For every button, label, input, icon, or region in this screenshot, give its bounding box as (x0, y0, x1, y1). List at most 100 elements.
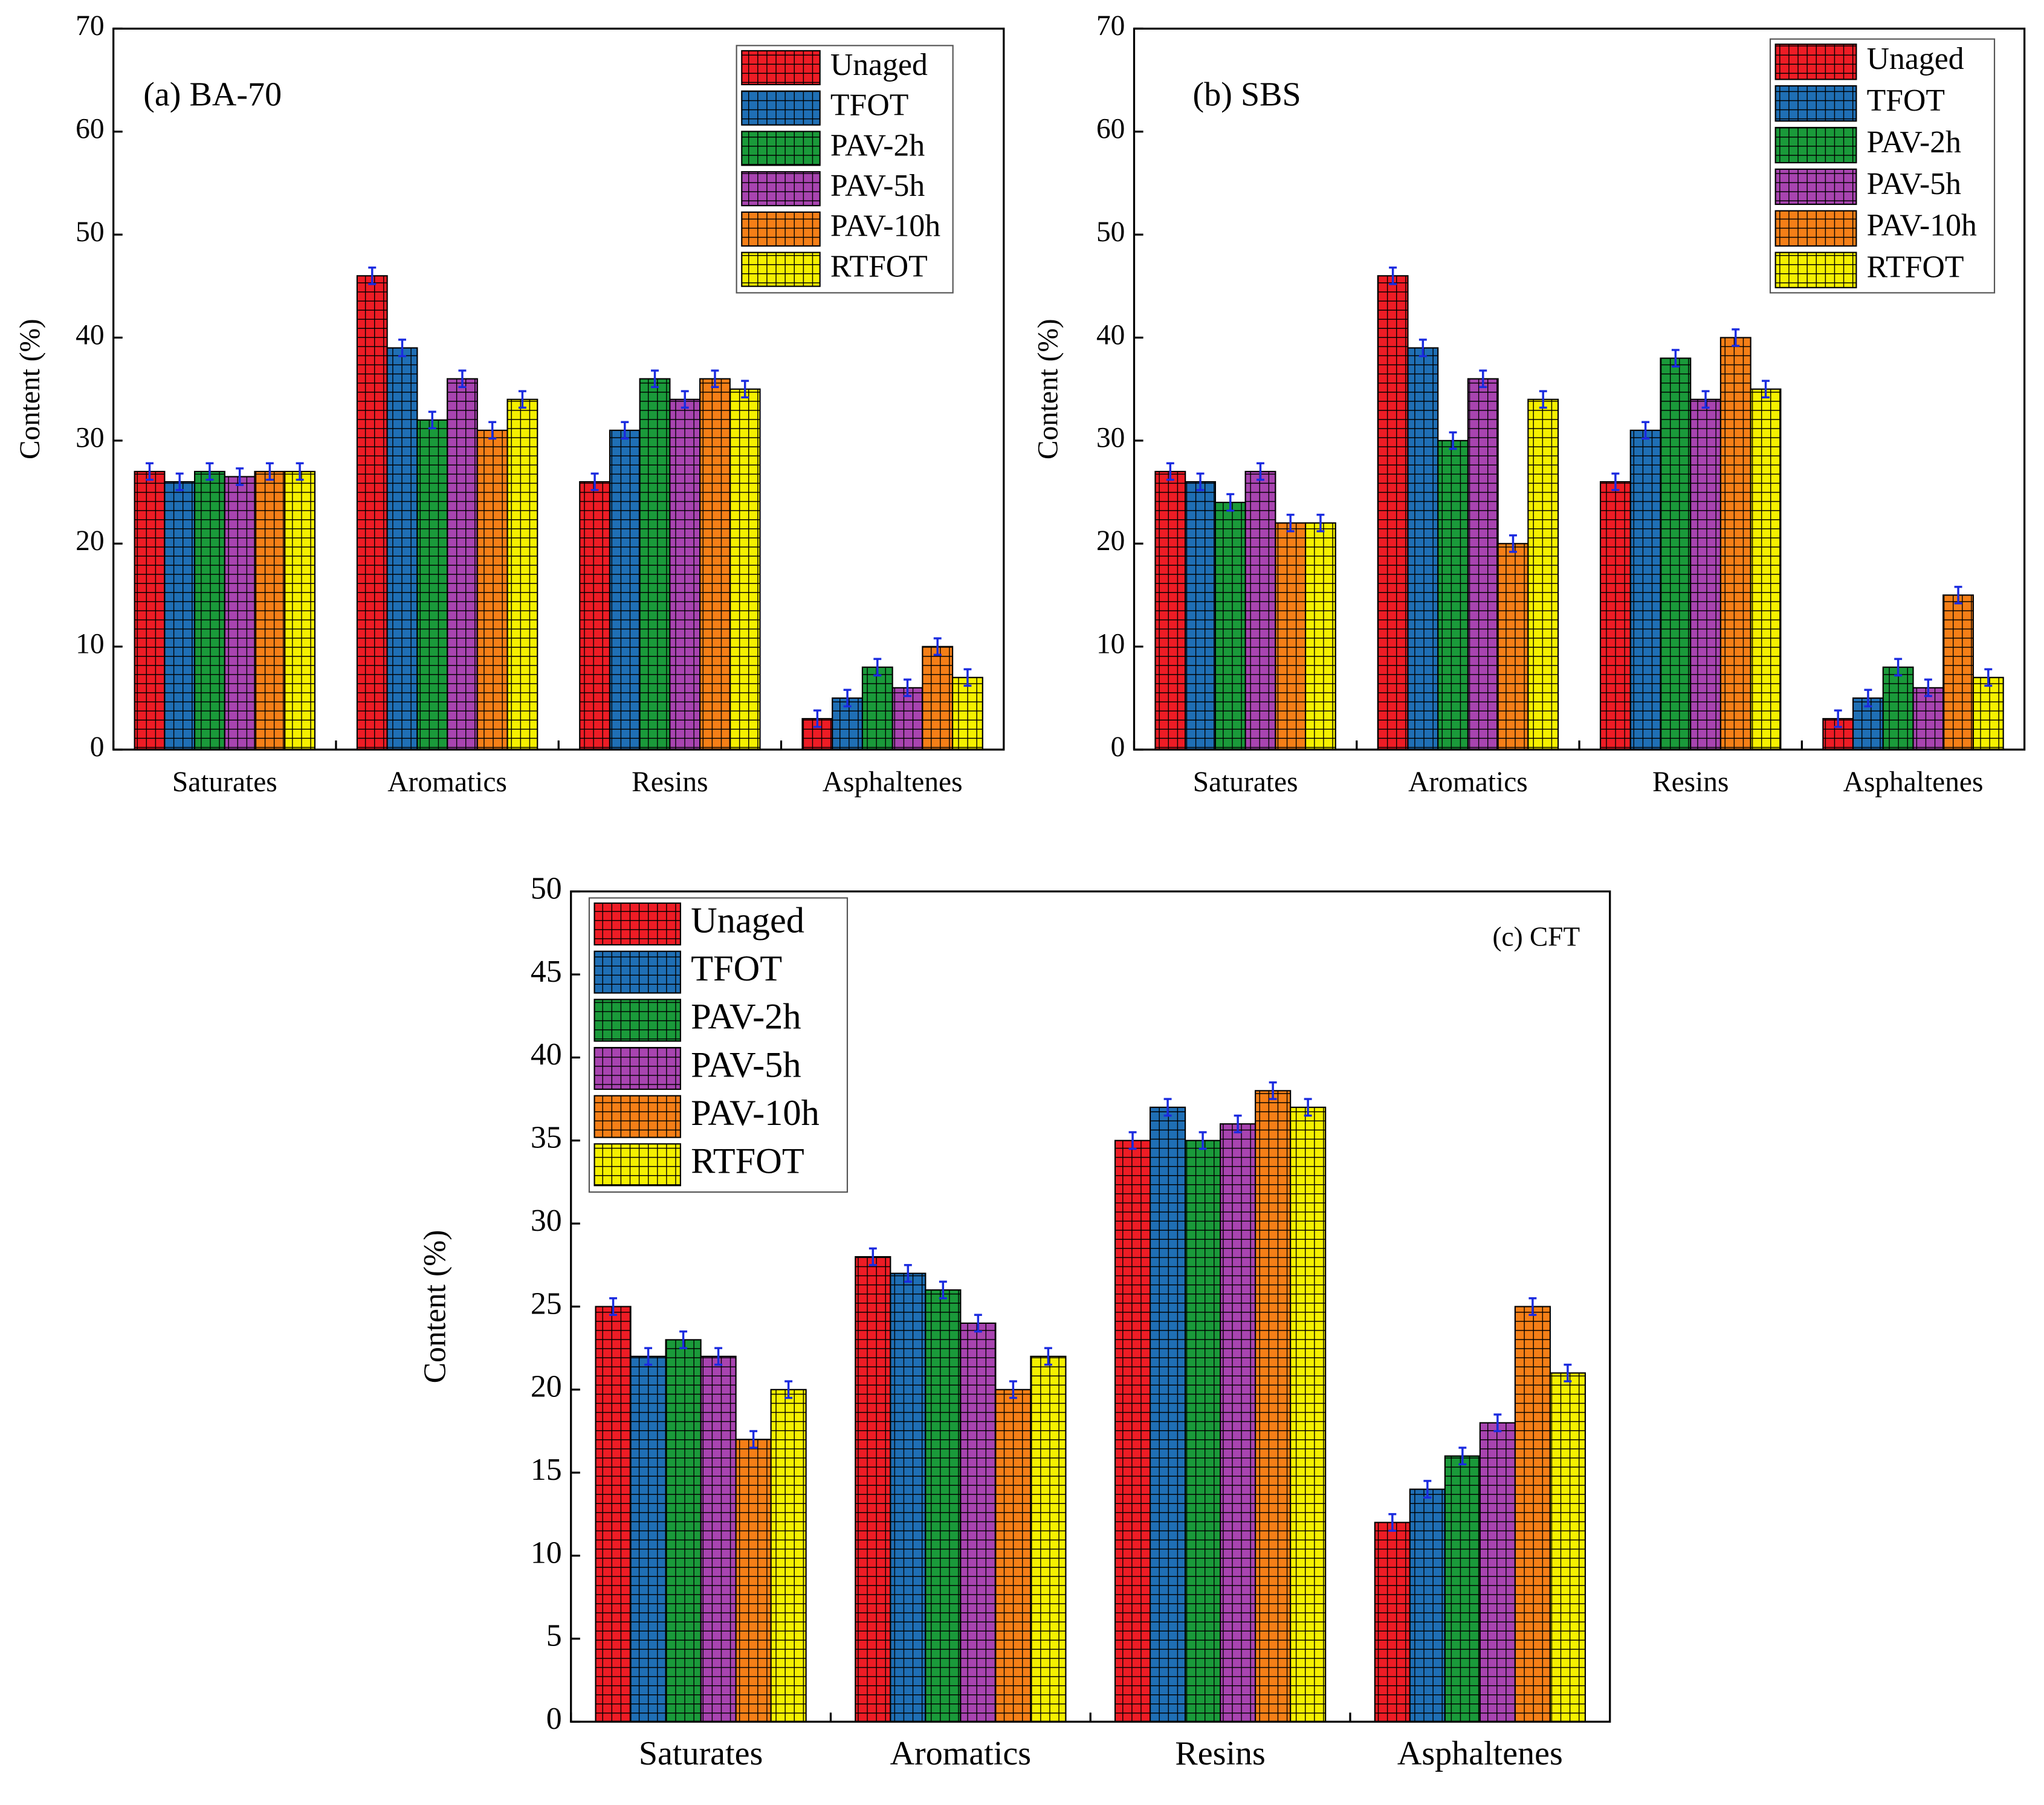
error-bar (1388, 1513, 1397, 1532)
error-bar (1304, 1098, 1312, 1117)
error-bar (1166, 462, 1174, 481)
y-tick-label: 0 (546, 1702, 562, 1736)
bar (1514, 1306, 1551, 1723)
legend-swatch (741, 251, 821, 287)
bar (1444, 1455, 1481, 1723)
panel-label: (a) BA-70 (143, 76, 282, 113)
error-bar (1163, 1098, 1172, 1117)
bar (770, 1389, 807, 1723)
legend-swatch (1774, 251, 1857, 288)
y-tick-label: 20 (531, 1370, 562, 1404)
legend-swatch (1774, 168, 1857, 206)
legend-swatch (593, 1046, 681, 1090)
error-bar (368, 266, 377, 285)
legend-box (588, 897, 849, 1193)
error-bar (175, 472, 184, 491)
legend-label: PAV-2h (830, 128, 925, 163)
error-bar (1458, 1447, 1467, 1466)
bar (1549, 1372, 1586, 1723)
y-tick-label: 50 (76, 216, 104, 248)
error-bar (1269, 1081, 1277, 1100)
x-tick-label: Asphaltenes (1397, 1735, 1563, 1772)
y-axis-label: Content (%) (418, 1230, 453, 1384)
y-axis-label: Content (%) (15, 319, 46, 459)
bar (1437, 439, 1469, 751)
y-tick-label: 20 (1096, 525, 1125, 557)
bar (1290, 1106, 1327, 1723)
y-tick-label: 10 (531, 1535, 562, 1570)
legend-label: TFOT (691, 948, 782, 989)
bar (1690, 398, 1722, 751)
error-bar (1226, 493, 1235, 512)
bar (579, 481, 611, 751)
legend-label: TFOT (830, 88, 908, 123)
bar (164, 481, 196, 751)
error-bar (1044, 1347, 1052, 1366)
legend-box (1769, 38, 1996, 294)
bar (1114, 1139, 1151, 1723)
error-bar (609, 1297, 618, 1316)
error-bar (749, 1430, 758, 1449)
y-tick-label: 40 (531, 1037, 562, 1072)
error-bar (1984, 668, 1993, 687)
error-bar (1316, 513, 1325, 533)
error-bar (1564, 1363, 1572, 1382)
x-tick-label: Resins (632, 766, 708, 798)
legend-swatch (741, 171, 821, 207)
bar (224, 476, 256, 751)
bar (1719, 337, 1751, 751)
legend-label: TFOT (1867, 83, 1945, 118)
error-bar (904, 1264, 912, 1283)
legend-label: PAV-5h (1867, 167, 1961, 201)
legend-label: Unaged (1867, 42, 1964, 76)
y-tick-label: 70 (1096, 10, 1125, 42)
bar (1942, 594, 1974, 751)
error-bar (1864, 689, 1872, 708)
bar (922, 646, 954, 751)
error-bar (1009, 1380, 1017, 1399)
legend-swatch (593, 1143, 681, 1187)
error-bar (681, 390, 689, 409)
legend-box (736, 45, 954, 294)
error-bar (1924, 678, 1932, 698)
error-bar (398, 339, 406, 357)
y-tick-label: 60 (76, 114, 104, 145)
error-bar (644, 1347, 653, 1366)
error-bar (146, 462, 154, 481)
bar (609, 429, 641, 751)
bar (1030, 1355, 1067, 1723)
legend-swatch (593, 950, 681, 994)
y-tick-label: 50 (531, 872, 562, 906)
y-tick-label: 20 (76, 525, 104, 557)
bar (630, 1355, 667, 1723)
legend-swatch (741, 50, 821, 86)
y-tick-label: 30 (531, 1204, 562, 1238)
y-tick-label: 35 (531, 1121, 562, 1155)
y-tick-label: 25 (531, 1286, 562, 1321)
y-tick-label: 5 (546, 1619, 562, 1653)
plot-frame (112, 27, 1005, 751)
bar (1220, 1123, 1256, 1723)
error-bar (651, 369, 659, 389)
bar (1497, 543, 1529, 751)
bar (356, 275, 388, 751)
bar (193, 470, 225, 751)
error-bar (621, 421, 629, 440)
error-bar (265, 462, 274, 481)
bar (952, 676, 983, 751)
bar (595, 1306, 632, 1723)
x-tick-label: Resins (1175, 1735, 1266, 1772)
bar (254, 470, 286, 751)
bar (1599, 481, 1631, 751)
bar (1629, 429, 1661, 751)
bar (1304, 522, 1336, 751)
panel-label: (c) CFT (1492, 922, 1580, 952)
legend: Unaged TFOT PAV-2h PAV-5h PAV-10h RTFOT (1769, 38, 1996, 294)
error-bar (1611, 472, 1620, 491)
error-bar (711, 369, 719, 389)
error-bar (488, 421, 497, 440)
x-tick-label: Aromatics (1408, 766, 1528, 798)
bar (1185, 1139, 1221, 1723)
error-bar (1418, 339, 1427, 357)
